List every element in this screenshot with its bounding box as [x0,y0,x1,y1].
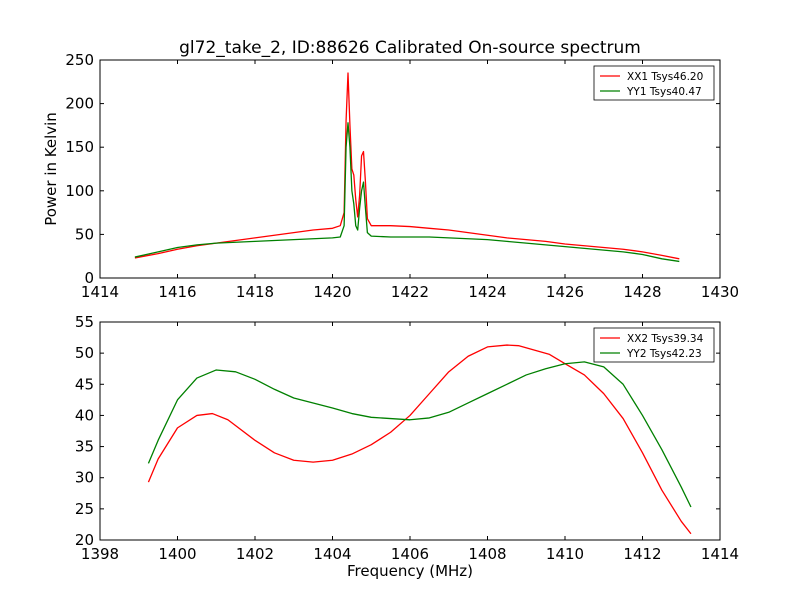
x-tick-label: 1408 [468,545,506,563]
x-tick-label: 1406 [391,545,429,563]
y-tick-label: 100 [65,182,94,200]
series-line-xx2 [147,344,692,535]
x-tick-label: 1418 [236,283,274,301]
series-line-yy1 [134,122,680,263]
x-tick-label: 1414 [701,545,739,563]
y-axis-label: Power in Kelvin [42,112,60,226]
y-tick-label: 50 [75,225,94,243]
x-tick-label: 1428 [623,283,661,301]
y-tick-label: 25 [75,500,94,518]
x-tick-label: 1398 [81,545,119,563]
y-tick-label: 0 [84,269,94,287]
x-tick-label: 1404 [313,545,351,563]
y-tick-label: 150 [65,138,94,156]
y-tick-label: 250 [65,51,94,69]
y-tick-label: 20 [75,531,94,549]
x-tick-label: 1422 [391,283,429,301]
x-axis-label: Frequency (MHz) [347,562,473,580]
top-spectrum-panel: 1414 1416 1418 1420 1422 1424 1426 1428 1430 0 50 1… [42,51,739,301]
x-tick-label: 1412 [623,545,661,563]
x-tick-label: 1400 [158,545,196,563]
x-tick-label: 1424 [468,283,506,301]
chart-title: gl72_take_2, ID:88626 Calibrated On-sour… [179,38,641,58]
y-tick-label: 50 [75,344,94,362]
x-tick-label: 1416 [158,283,196,301]
legend-entry: YY2 Tsys42.23 [626,348,702,360]
y-tick-label: 200 [65,95,94,113]
y-tick-label: 30 [75,469,94,487]
y-tick-label: 55 [75,313,94,331]
legend-entry: YY1 Tsys40.47 [626,86,702,98]
legend-box [593,327,715,363]
bottom-spectrum-panel: 1398 1400 1402 1404 1406 1408 1410 1412 1414 20 25… [75,313,739,580]
y-tick-label: 45 [75,375,94,393]
x-tick-label: 1402 [236,545,274,563]
legend-entry: XX2 Tsys39.34 [627,333,704,345]
legend-box [593,65,715,101]
x-tick-label: 1420 [313,283,351,301]
series-line-xx1 [134,72,680,260]
y-tick-label: 35 [75,438,94,456]
legend-entry: XX1 Tsys46.20 [627,71,703,83]
x-tick-label: 1414 [81,283,119,301]
x-tick-label: 1430 [701,283,739,301]
series-line-yy2 [147,361,692,508]
x-tick-label: 1426 [546,283,584,301]
y-tick-label: 40 [75,406,94,424]
x-tick-label: 1410 [546,545,584,563]
